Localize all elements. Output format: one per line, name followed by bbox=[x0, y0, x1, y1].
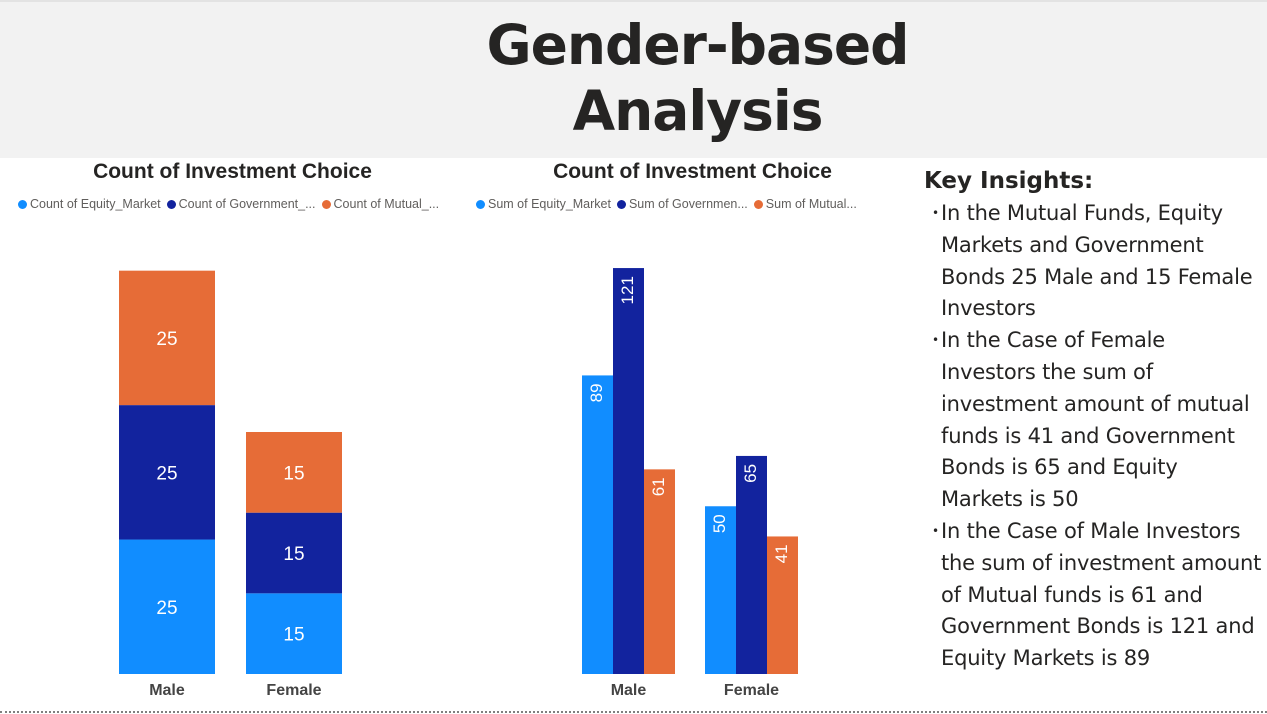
clustered-bar-chart: 89 121 61 Male 50 65 41 Female bbox=[582, 268, 798, 699]
insight-item: In the Case of Female Investors the sum … bbox=[924, 325, 1264, 516]
insight-item: In the Mutual Funds, Equity Markets and … bbox=[924, 198, 1264, 325]
bar-segment[interactable] bbox=[119, 539, 215, 674]
legend-dot-icon bbox=[753, 199, 763, 209]
x-axis-tick-label: Female bbox=[724, 682, 779, 699]
chart1-legend[interactable]: Count of Equity_Market Count of Governme… bbox=[18, 197, 439, 211]
bar-segment[interactable] bbox=[119, 405, 215, 540]
data-label: 65 bbox=[741, 464, 760, 483]
chart1-legend-item-mutual[interactable]: Count of Mutual_... bbox=[321, 197, 439, 211]
stacked-bar-chart: 25 25 25 Male 15 15 15 Female bbox=[119, 270, 342, 699]
chart2-title: Count of Investment Choice bbox=[553, 160, 832, 183]
chart1-legend-item-equity[interactable]: Count of Equity_Market bbox=[18, 197, 161, 211]
data-label: 121 bbox=[618, 276, 637, 304]
bar-segment[interactable] bbox=[246, 432, 342, 513]
legend-dot-icon bbox=[616, 199, 626, 209]
legend-dot-icon bbox=[321, 199, 331, 209]
charts-canvas: 25 25 25 Male 15 15 15 Female 89 121 61 Male 50 65 41… bbox=[119, 268, 798, 699]
bar[interactable] bbox=[705, 506, 736, 674]
bar-segment[interactable] bbox=[119, 270, 215, 406]
data-label: 41 bbox=[772, 544, 791, 563]
bar[interactable] bbox=[582, 375, 613, 674]
data-label: 15 bbox=[283, 544, 304, 565]
bottom-divider bbox=[0, 711, 1267, 713]
bar[interactable] bbox=[767, 536, 798, 674]
data-label: 50 bbox=[710, 514, 729, 533]
x-axis-tick-label: Female bbox=[266, 682, 321, 699]
key-insights-list: In the Mutual Funds, Equity Markets and … bbox=[924, 198, 1264, 675]
chart1-legend-item-government[interactable]: Count of Government_... bbox=[166, 197, 316, 211]
insight-item: In the Case of Male Investors the sum of… bbox=[924, 516, 1264, 675]
chart2-legend-item-equity[interactable]: Sum of Equity_Market bbox=[476, 197, 611, 211]
chart2-legend-item-government[interactable]: Sum of Governmen... bbox=[616, 197, 748, 211]
x-axis-tick-label: Male bbox=[611, 682, 647, 699]
data-label: 89 bbox=[587, 383, 606, 402]
data-label: 25 bbox=[156, 463, 177, 484]
chart2-legend[interactable]: Sum of Equity_Market Sum of Governmen...… bbox=[476, 197, 857, 211]
data-label: 61 bbox=[649, 477, 668, 496]
data-label: 15 bbox=[283, 625, 304, 646]
legend-dot-icon bbox=[18, 199, 27, 209]
key-insights-panel: Key Insights: In the Mutual Funds, Equit… bbox=[924, 168, 1264, 675]
key-insights-heading: Key Insights: bbox=[924, 168, 1094, 194]
x-axis-tick-label: Male bbox=[149, 682, 185, 699]
legend-dot-icon bbox=[166, 199, 176, 209]
bar[interactable] bbox=[613, 268, 644, 674]
data-label: 25 bbox=[156, 598, 177, 619]
bar-segment[interactable] bbox=[246, 512, 342, 594]
bar-segment[interactable] bbox=[246, 593, 342, 674]
bar[interactable] bbox=[736, 455, 767, 674]
chart1-title: Count of Investment Choice bbox=[93, 160, 372, 183]
header-banner bbox=[0, 0, 1267, 158]
bar[interactable] bbox=[644, 469, 675, 674]
data-label: 15 bbox=[283, 463, 304, 484]
data-label: 25 bbox=[156, 329, 177, 350]
chart2-legend-item-mutual[interactable]: Sum of Mutual... bbox=[753, 197, 857, 211]
page-title: Gender-based Analysis bbox=[486, 13, 909, 143]
legend-dot-icon bbox=[476, 199, 485, 209]
